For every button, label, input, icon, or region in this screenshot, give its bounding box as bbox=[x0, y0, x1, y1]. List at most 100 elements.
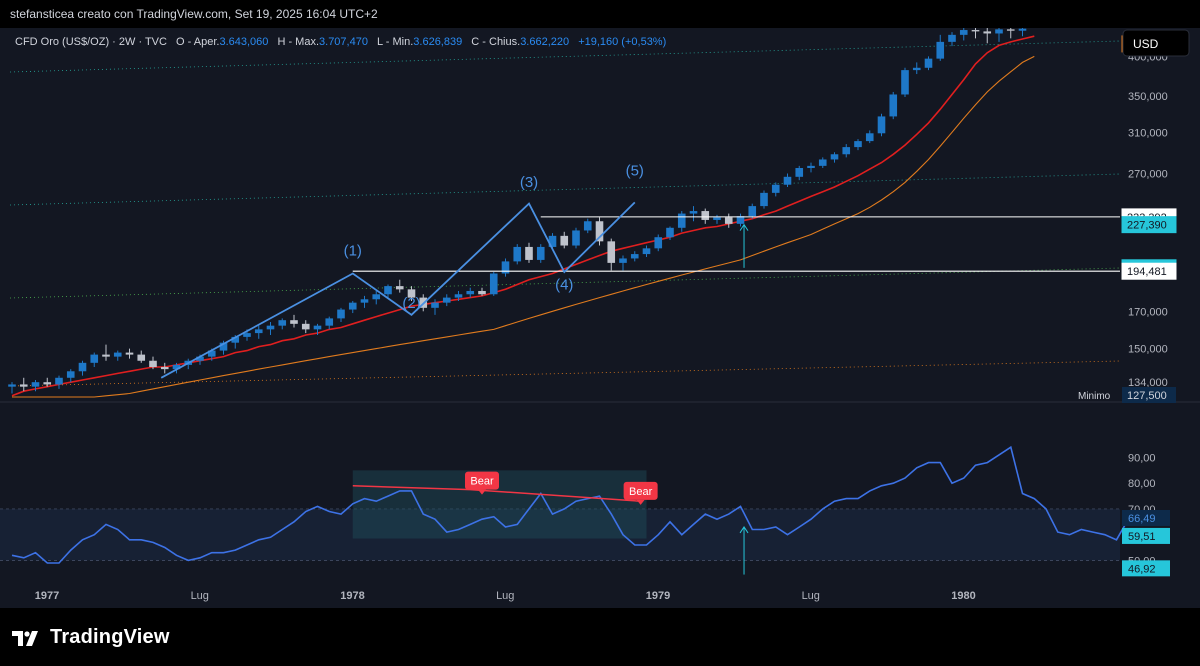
candle-body bbox=[43, 382, 52, 385]
candle bbox=[454, 290, 463, 301]
rsi-tick-label: 90,00 bbox=[1128, 452, 1156, 464]
candle-body bbox=[125, 352, 134, 355]
price-badge-text: 194,481 bbox=[1127, 266, 1167, 278]
price-badge-text: 227,390 bbox=[1127, 220, 1167, 232]
candle bbox=[137, 350, 146, 363]
legend-high-value: 3.707,470 bbox=[319, 36, 368, 48]
candle bbox=[795, 165, 804, 181]
price-tick-label: 310,000 bbox=[1128, 127, 1168, 139]
candle-body bbox=[325, 318, 334, 326]
candle-body bbox=[348, 302, 357, 310]
candle-body bbox=[595, 221, 604, 242]
candle-body bbox=[713, 217, 721, 220]
candle bbox=[983, 28, 992, 44]
tradingview-logo[interactable]: TradingView bbox=[12, 626, 170, 649]
candle-body bbox=[219, 342, 228, 351]
candle bbox=[325, 316, 334, 330]
top-bar: stefansticea creato con TradingView.com,… bbox=[0, 0, 1200, 28]
legend-low-value: 3.626,839 bbox=[413, 36, 462, 48]
candle-body bbox=[536, 246, 545, 260]
price-badge-bg bbox=[1121, 262, 1177, 280]
candle-body bbox=[572, 230, 580, 246]
legend-open-value: 3.643,060 bbox=[219, 36, 268, 48]
price-tick-label: 270,000 bbox=[1128, 168, 1168, 180]
candle bbox=[654, 234, 663, 252]
candle-body bbox=[149, 360, 157, 368]
candle-body bbox=[207, 350, 216, 357]
candle-body bbox=[243, 333, 251, 337]
wave-label-3: (3) bbox=[520, 174, 538, 191]
elliott-wave-line bbox=[160, 201, 636, 379]
candle-body bbox=[1018, 28, 1027, 31]
candle-body bbox=[137, 354, 146, 361]
candle-body bbox=[102, 354, 110, 357]
candle bbox=[478, 287, 486, 296]
rsi-badge: 59,51 bbox=[1122, 527, 1170, 544]
rsi-arrow-head bbox=[739, 526, 749, 534]
candle bbox=[995, 28, 1003, 42]
candle-body bbox=[795, 168, 804, 177]
candle bbox=[43, 377, 52, 387]
candle bbox=[619, 255, 627, 271]
candle bbox=[607, 238, 616, 271]
candle-body bbox=[454, 294, 463, 298]
candle bbox=[865, 130, 874, 144]
price-grid bbox=[0, 40, 1200, 403]
candle bbox=[572, 227, 580, 249]
candles bbox=[8, 28, 1027, 394]
candle-body bbox=[278, 320, 287, 326]
rsi-band bbox=[0, 508, 1120, 561]
time-axis[interactable]: 1977 Lug 1978 Lug 1979 Lug 1980 bbox=[35, 590, 976, 602]
candle-body bbox=[854, 141, 862, 148]
candle-body bbox=[959, 30, 968, 35]
credit-text: stefansticea creato con TradingView.com,… bbox=[10, 7, 378, 21]
candle bbox=[912, 62, 921, 75]
candle-body bbox=[654, 237, 663, 249]
candle bbox=[102, 344, 110, 361]
candle-body bbox=[760, 192, 768, 207]
candle bbox=[431, 299, 439, 315]
candle bbox=[642, 245, 651, 257]
candle-body bbox=[266, 325, 275, 330]
candle-body bbox=[983, 31, 992, 34]
candle-body bbox=[560, 235, 569, 246]
candle-body bbox=[724, 217, 733, 224]
candle-body bbox=[830, 154, 839, 160]
price-tick-label: 150,000 bbox=[1128, 344, 1168, 356]
candle-body bbox=[78, 362, 87, 372]
ma-fast-line bbox=[11, 35, 1035, 397]
candle-body bbox=[901, 70, 909, 95]
candle-body bbox=[313, 325, 322, 330]
currency-button-label: USD bbox=[1133, 37, 1159, 51]
candle bbox=[677, 211, 686, 232]
candle bbox=[560, 231, 569, 249]
candle-body bbox=[701, 211, 710, 220]
candle-body bbox=[66, 371, 75, 378]
bear-label-pointer bbox=[636, 499, 645, 505]
candle bbox=[771, 182, 780, 197]
candle-body bbox=[231, 336, 240, 343]
price-badge: 194,481 bbox=[1121, 262, 1177, 280]
candle-body bbox=[254, 329, 263, 334]
candle-body bbox=[489, 273, 498, 295]
bear-label-2: Bear bbox=[623, 481, 658, 505]
rsi-badge-text: 66,49 bbox=[1128, 513, 1156, 525]
wave-label-1: (1) bbox=[344, 243, 362, 260]
candle-body bbox=[642, 248, 651, 255]
currency-button[interactable]: USD bbox=[1122, 29, 1190, 57]
candle bbox=[78, 360, 87, 376]
price-arrow-head bbox=[739, 223, 749, 231]
candle-body bbox=[360, 299, 369, 303]
rsi-pane bbox=[0, 445, 1165, 564]
candle-body bbox=[31, 382, 40, 387]
candle bbox=[807, 162, 815, 173]
candle-body bbox=[513, 246, 522, 262]
candle bbox=[290, 314, 298, 328]
candle bbox=[149, 356, 157, 370]
candle bbox=[1006, 28, 1015, 39]
tradingview-logo-icon bbox=[12, 630, 38, 646]
candle bbox=[830, 152, 839, 163]
legend-low-label: L - Min. bbox=[377, 36, 413, 48]
candle bbox=[536, 244, 545, 263]
